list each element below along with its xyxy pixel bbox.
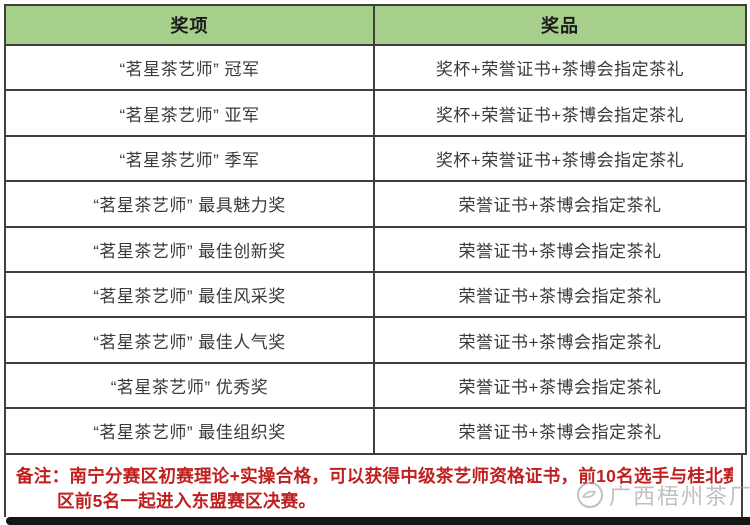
remark-label: 备注： bbox=[16, 466, 70, 486]
prize-cell: 奖杯+荣誉证书+茶博会指定茶礼 bbox=[435, 105, 685, 125]
bottom-edge-bar bbox=[6, 517, 750, 525]
award-cell: “茗星茶艺师” 最佳人气奖 bbox=[6, 318, 375, 362]
table-row: “茗星茶艺师” 季军 奖杯+荣誉证书+茶博会指定茶礼 bbox=[6, 136, 745, 183]
table-header-row: 奖项 奖品 bbox=[6, 6, 745, 46]
table-row: “茗星茶艺师” 最具魅力奖 荣誉证书+茶博会指定茶礼 bbox=[6, 182, 745, 228]
remark-text: 南宁分赛区初赛理论+实操合格，可以获得中级茶艺师资格证书，前10名选手与桂北赛 bbox=[69, 466, 733, 486]
prize-cell: 荣誉证书+茶博会指定茶礼 bbox=[458, 423, 662, 443]
table-row: “茗星茶艺师” 优秀奖 荣誉证书+茶博会指定茶礼 bbox=[6, 363, 745, 410]
award-cell: “茗星茶艺师” 冠军 bbox=[6, 46, 375, 90]
prize-cell: 荣誉证书+茶博会指定茶礼 bbox=[458, 196, 662, 216]
award-cell: “茗星茶艺师” 最佳风采奖 bbox=[6, 272, 375, 317]
award-cell: “茗星茶艺师” 季军 bbox=[6, 136, 375, 181]
remark-line-2: 区前5名一起进入东盟赛区决赛。 bbox=[57, 491, 317, 511]
prize-cell: 荣誉证书+茶博会指定茶礼 bbox=[458, 332, 662, 352]
award-cell: “茗星茶艺师” 优秀奖 bbox=[6, 363, 375, 408]
remark-line-1: 备注：南宁分赛区初赛理论+实操合格，可以获得中级茶艺师资格证书，前10名选手与桂… bbox=[16, 464, 733, 489]
prize-cell: 奖杯+荣誉证书+茶博会指定茶礼 bbox=[435, 60, 685, 80]
table-row: “茗星茶艺师” 最佳人气奖 荣誉证书+茶博会指定茶礼 bbox=[6, 318, 745, 364]
prize-cell: 荣誉证书+茶博会指定茶礼 bbox=[458, 287, 662, 307]
prize-cell: 荣誉证书+茶博会指定茶礼 bbox=[458, 377, 662, 397]
prize-cell: 奖杯+荣誉证书+茶博会指定茶礼 bbox=[435, 150, 685, 170]
table-row: “茗星茶艺师” 最佳创新奖 荣誉证书+茶博会指定茶礼 bbox=[6, 227, 745, 273]
column-header-prize: 奖品 bbox=[541, 16, 579, 36]
award-cell: “茗星茶艺师” 最具魅力奖 bbox=[6, 182, 375, 226]
prize-cell: 荣誉证书+茶博会指定茶礼 bbox=[458, 241, 662, 261]
table-row: “茗星茶艺师” 最佳风采奖 荣誉证书+茶博会指定茶礼 bbox=[6, 272, 745, 319]
table-row: “茗星茶艺师” 最佳组织奖 荣誉证书+茶博会指定茶礼 bbox=[6, 409, 745, 453]
award-cell: “茗星茶艺师” 最佳组织奖 bbox=[6, 409, 375, 453]
award-cell: “茗星茶艺师” 亚军 bbox=[6, 91, 375, 135]
column-header-award: 奖项 bbox=[6, 6, 375, 44]
table-row: “茗星茶艺师” 亚军 奖杯+荣誉证书+茶博会指定茶礼 bbox=[6, 91, 745, 137]
table-row: “茗星茶艺师” 冠军 奖杯+荣誉证书+茶博会指定茶礼 bbox=[6, 46, 745, 92]
award-cell: “茗星茶艺师” 最佳创新奖 bbox=[6, 227, 375, 271]
prize-table: 奖项 奖品 “茗星茶艺师” 冠军 奖杯+荣誉证书+茶博会指定茶礼 “茗星茶艺师”… bbox=[4, 4, 747, 455]
remark-note: 备注：南宁分赛区初赛理论+实操合格，可以获得中级茶艺师资格证书，前10名选手与桂… bbox=[4, 455, 743, 517]
